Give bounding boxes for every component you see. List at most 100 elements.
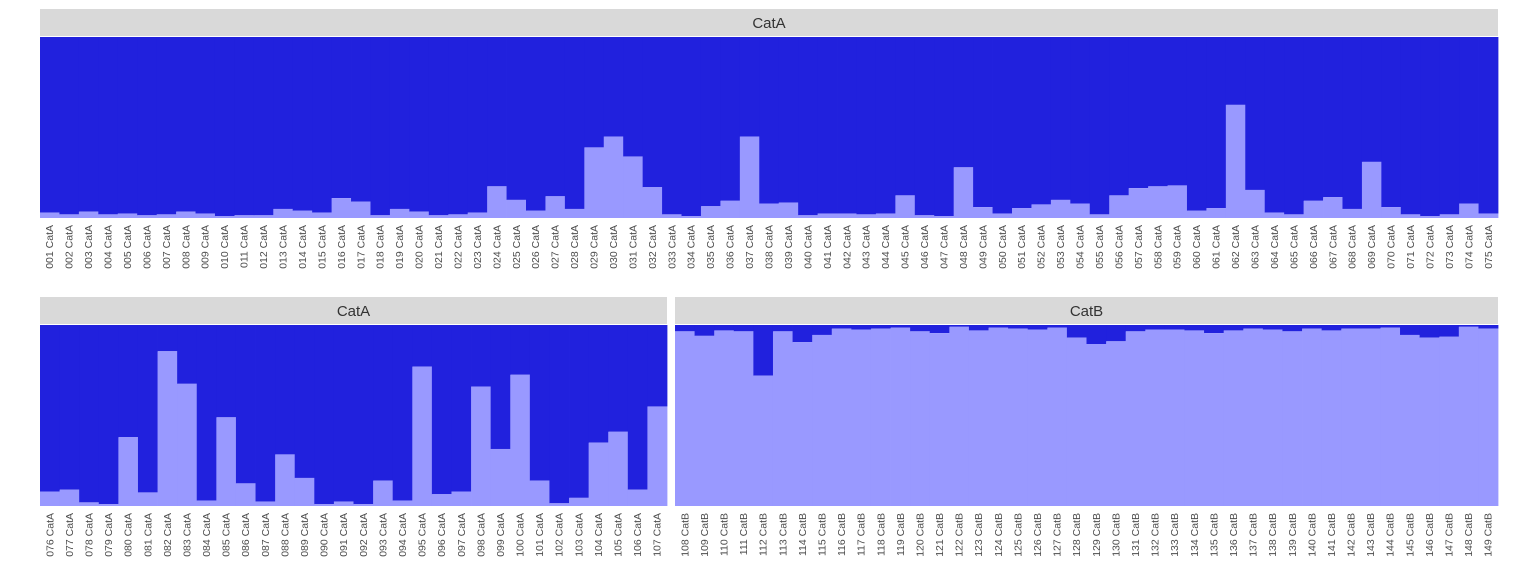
bar-dark-segment [1400,37,1421,215]
bar-light-segment [409,211,430,218]
bar-dark-segment [1106,325,1127,342]
x-tick-label: 096 CatA [436,513,448,557]
bar-light-segment [642,187,663,218]
bar-dark-segment [1419,325,1440,338]
bar-dark-segment [156,37,177,215]
x-tick-label: 006 CatA [141,225,153,269]
x-tick-label: 102 CatA [554,513,566,557]
x-tick-label: 080 CatA [123,513,135,557]
bar-light-segment [373,480,394,506]
panel-tick-labels: 108 CatB 109 CatB 110 CatB 111 CatB 112 CatB… [679,513,1494,557]
bar-dark-segment [973,37,993,208]
x-tick-label: 012 CatA [258,225,270,269]
bar-light-segment [1047,327,1068,506]
bar-dark-segment [1342,37,1363,209]
bar-dark-segment [292,37,313,211]
bar-light-segment [235,483,256,506]
x-tick-label: 092 CatA [358,513,370,557]
bar-light-segment [1206,208,1227,218]
x-tick-label: 079 CatA [103,513,115,557]
bar-dark-segment [817,37,838,214]
bar-dark-segment [78,37,99,212]
bar-light-segment [214,216,235,218]
x-tick-label: 115 CatB [816,513,828,556]
x-tick-label: 039 CatA [783,225,795,269]
bar-dark-segment [333,325,354,502]
x-tick-label: 094 CatA [397,513,409,557]
x-tick-label: 114 CatB [797,513,809,556]
bar-light-segment [837,213,857,218]
bar-light-segment [895,195,916,218]
x-tick-label: 124 CatB [993,513,1005,557]
bar-dark-segment [851,325,872,330]
bar-dark-segment [1031,37,1052,205]
bar-dark-segment [373,325,394,481]
bar-light-segment [662,214,682,218]
x-tick-label: 125 CatB [1012,513,1024,557]
x-tick-label: 065 CatA [1288,225,1300,269]
bar-dark-segment [1360,325,1381,329]
bar-light-segment [448,214,469,218]
x-tick-label: 138 CatB [1267,513,1279,557]
x-tick-label: 101 CatA [534,513,546,557]
bar-light-segment [412,366,433,506]
bar-dark-segment [623,37,644,157]
bar-light-segment [772,331,793,506]
x-tick-label: 089 CatA [299,513,311,557]
x-tick-label: 019 CatA [394,225,406,269]
x-tick-label: 067 CatA [1327,225,1339,269]
bar-dark-segment [992,37,1013,214]
panel-strip-label: CatA [752,15,785,32]
bar-light-segment [156,214,177,218]
bar-light-segment [627,489,648,506]
bar-dark-segment [428,37,449,216]
x-tick-label: 043 CatA [861,225,873,269]
x-tick-label: 050 CatA [997,225,1009,269]
bar-dark-segment [1050,37,1071,200]
x-tick-label: 120 CatB [914,513,926,557]
bar-dark-segment [837,37,857,214]
bar-light-segment [333,501,354,506]
bar-dark-segment [467,37,488,213]
x-tick-label: 081 CatA [142,513,154,557]
bar-dark-segment [526,37,546,211]
bar-light-segment [98,504,119,506]
bar-dark-segment [196,325,217,501]
bar-light-segment [431,494,452,506]
bar-dark-segment [759,37,780,204]
bar-dark-segment [176,37,196,212]
bar-light-segment [1321,330,1342,506]
bar-light-segment [59,489,80,506]
bar-light-segment [117,213,138,218]
x-tick-label: 119 CatB [895,513,907,556]
bar-light-segment [1086,344,1107,506]
bar-dark-segment [875,37,896,214]
x-tick-label: 082 CatA [162,513,174,557]
bar-dark-segment [1478,325,1499,329]
bar-light-segment [739,136,760,218]
bar-dark-segment [934,37,955,217]
x-tick-label: 091 CatA [338,513,350,557]
x-tick-label: 118 CatB [875,513,887,556]
x-tick-label: 033 CatA [666,225,678,269]
bar-dark-segment [753,325,774,376]
x-tick-label: 072 CatA [1424,225,1436,269]
x-tick-label: 123 CatB [973,513,985,557]
bar-light-segment [273,208,294,218]
bar-dark-segment [490,325,511,449]
bar-light-segment [953,167,974,218]
x-tick-label: 122 CatB [954,513,966,557]
bar-dark-segment [798,37,818,216]
x-tick-label: 036 CatA [725,225,737,269]
x-tick-label: 066 CatA [1308,225,1320,269]
x-tick-label: 014 CatA [297,225,309,269]
x-tick-label: 064 CatA [1269,225,1281,269]
bar-dark-segment [1381,37,1402,208]
x-tick-label: 034 CatA [686,225,698,269]
x-tick-label: 132 CatB [1150,513,1162,557]
bar-dark-segment [351,37,371,202]
x-tick-label: 073 CatA [1444,225,1456,269]
bar-light-segment [1027,329,1048,506]
x-tick-label: 031 CatA [627,225,639,269]
